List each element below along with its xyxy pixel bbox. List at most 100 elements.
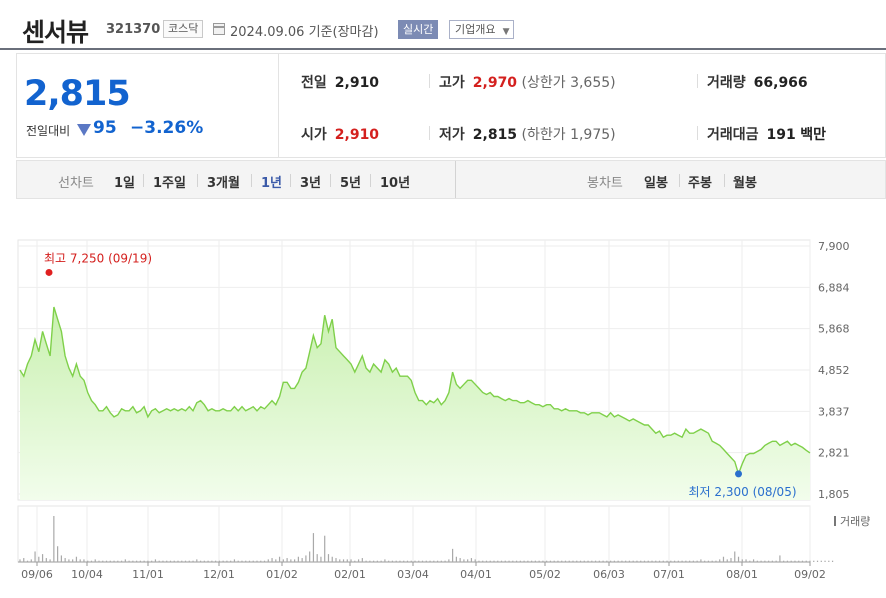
volume-bar — [696, 560, 698, 562]
line-chart-label: 선차트 — [58, 176, 94, 191]
volume-bar — [34, 551, 36, 562]
volume-bar — [177, 560, 179, 562]
volume-bar — [260, 560, 262, 562]
x-tick-label: 04/01 — [460, 568, 492, 581]
volume-bar — [546, 560, 548, 562]
tab-1d[interactable]: 1일 — [114, 176, 136, 191]
stock-code: 321370 — [106, 22, 161, 37]
volume-bar — [346, 559, 348, 562]
volume-bar — [734, 551, 736, 562]
tab-3m[interactable]: 3개월 — [207, 176, 240, 191]
volume-bar — [658, 560, 661, 562]
volume-bar — [339, 559, 341, 562]
volume-bar — [57, 546, 59, 562]
volume-bar — [549, 560, 552, 562]
realtime-button[interactable]: 실시간 — [398, 20, 439, 39]
volume-bar — [203, 560, 205, 562]
volume-bar — [286, 558, 288, 562]
volume-bar — [794, 560, 796, 562]
volume-bar — [568, 560, 570, 562]
volume-bar — [373, 560, 375, 562]
volume-bar — [350, 559, 352, 562]
company-info-dropdown[interactable]: 기업개요 ▼ — [449, 20, 515, 39]
high-price: 고가 2,970 (상한가 3,655) — [439, 75, 616, 91]
volume-bar — [436, 560, 439, 562]
y-tick-label: 6,884 — [818, 281, 850, 294]
volume-bar — [68, 559, 70, 562]
tab-10y[interactable]: 10년 — [380, 176, 411, 191]
volume-bar — [399, 560, 401, 562]
volume-bar — [305, 555, 307, 562]
volume-bar — [692, 560, 694, 562]
volume-bar — [700, 559, 702, 562]
volume-bar — [455, 556, 457, 562]
volume-bar — [331, 556, 333, 562]
volume-bar — [410, 560, 412, 562]
volume-bar — [49, 559, 51, 562]
volume-bar — [414, 560, 416, 562]
volume-bar — [467, 559, 469, 562]
volume-bar — [132, 560, 134, 562]
volume-bar — [594, 560, 597, 562]
volume-bar — [737, 556, 740, 562]
volume-bar — [263, 560, 266, 562]
volume-bar — [290, 559, 292, 562]
volume-bar — [357, 559, 360, 562]
volume-bar — [425, 560, 427, 562]
tab-1y[interactable]: 1년 — [261, 176, 283, 191]
volume-bar — [237, 560, 239, 562]
volume-bar — [218, 560, 220, 562]
tab-3y[interactable]: 3년 — [300, 176, 322, 191]
tab-weekly[interactable]: 주봉 — [688, 176, 712, 191]
volume-bar — [184, 560, 187, 562]
volume-bar — [583, 560, 585, 562]
volume-bar — [500, 560, 503, 562]
volume-bar — [233, 559, 236, 562]
x-tick-label: 10/04 — [71, 568, 103, 581]
volume-bar — [809, 560, 811, 562]
volume-bar — [169, 560, 172, 562]
volume-bar — [610, 560, 612, 562]
volume-bar — [230, 560, 232, 562]
stock-header: 센서뷰 321370 코스닥 2024.09.06 기준(장마감) 실시간 기업… — [0, 0, 886, 50]
volume-bar — [173, 560, 175, 562]
candle-chart-label: 봉차트 — [587, 176, 623, 191]
volume-bar — [745, 559, 747, 562]
volume-bar — [26, 560, 29, 562]
tab-1w[interactable]: 1주일 — [153, 176, 186, 191]
volume-bar — [598, 560, 600, 562]
volume-bar — [756, 560, 758, 562]
volume-bar — [90, 560, 93, 562]
volume-bar — [531, 560, 533, 562]
volume-bar — [278, 556, 281, 562]
volume-bar — [515, 560, 518, 562]
volume-bar — [354, 560, 356, 562]
volume-bar — [72, 559, 74, 562]
tab-monthly[interactable]: 월봉 — [733, 176, 757, 191]
tab-5y[interactable]: 5년 — [340, 176, 362, 191]
volume-bar — [591, 560, 593, 562]
volume-bar — [677, 560, 679, 562]
volume-bar — [760, 560, 762, 562]
volume-bar — [579, 560, 582, 562]
x-tick-label: 02/01 — [334, 568, 366, 581]
volume-bar — [640, 560, 642, 562]
calendar-icon — [213, 23, 225, 35]
volume-bar — [271, 558, 273, 562]
volume-bar — [651, 560, 653, 562]
volume-bar — [154, 559, 157, 562]
volume-bar — [768, 560, 770, 562]
volume-bar — [113, 560, 115, 562]
stock-name: 센서뷰 — [22, 18, 89, 47]
y-tick-label: 2,821 — [818, 447, 850, 460]
volume-bar — [158, 560, 160, 562]
tab-daily[interactable]: 일봉 — [644, 176, 668, 191]
volume-bar — [474, 559, 476, 562]
volume-bar — [828, 560, 830, 562]
price-chart: 7,900 6,884 5,868 4,852 3,837 2,821 1,805 09/06… — [17, 239, 870, 581]
volume-bar — [625, 560, 627, 562]
volume-bar — [444, 560, 446, 562]
volume-bar — [670, 560, 672, 562]
volume-bar — [452, 548, 454, 562]
volume-bar — [617, 560, 619, 562]
